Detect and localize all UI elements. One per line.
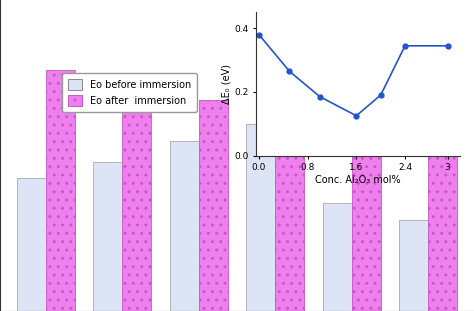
Bar — [323, 203, 352, 311]
Bar — [170, 141, 199, 311]
Bar — [46, 71, 75, 311]
Y-axis label: ΔE₀ (eV): ΔE₀ (eV) — [221, 64, 231, 104]
X-axis label: Conc. Al₂O₃ mol%: Conc. Al₂O₃ mol% — [315, 175, 401, 185]
Bar — [352, 116, 381, 311]
Bar — [93, 162, 122, 311]
Bar — [275, 79, 304, 311]
Bar — [399, 220, 428, 311]
Bar — [199, 100, 228, 311]
Legend: Eo before immersion, Eo after  immersion: Eo before immersion, Eo after immersion — [62, 73, 197, 112]
Bar — [122, 95, 151, 311]
Bar — [246, 124, 275, 311]
Bar — [17, 178, 46, 311]
Bar — [428, 133, 457, 311]
